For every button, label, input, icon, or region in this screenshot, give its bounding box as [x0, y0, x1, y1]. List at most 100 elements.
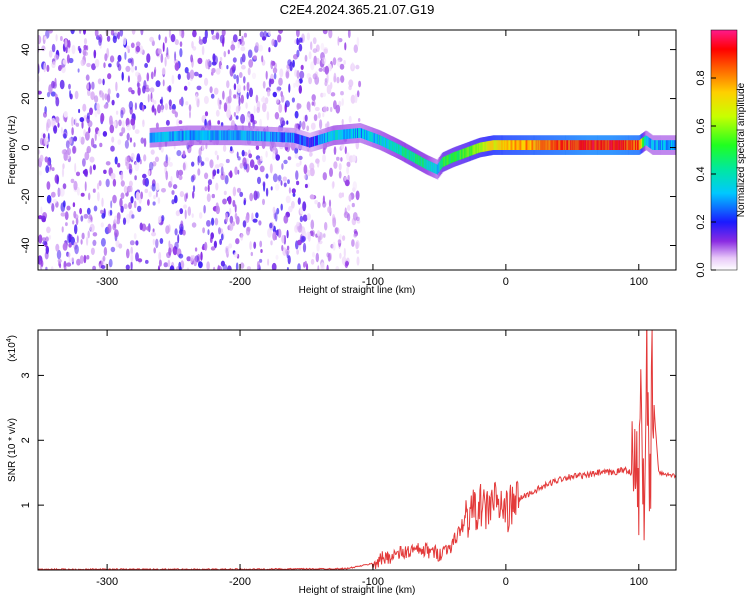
heatmap-noise-cell [269, 222, 273, 229]
heatmap-ridge-cell [588, 140, 590, 150]
heatmap-noise-cell [87, 218, 91, 224]
heatmap-ridge-cell [290, 132, 292, 143]
heatmap-noise-cell [214, 217, 219, 226]
heatmap-noise-cell [204, 241, 208, 251]
heatmap-noise-cell [207, 184, 210, 193]
heatmap-noise-cell [83, 254, 87, 264]
heatmap-ridge-cell [168, 131, 171, 142]
heatmap-ridge-cell [222, 130, 224, 141]
heatmap-noise-cell [243, 76, 246, 84]
heatmap-noise-cell [317, 201, 321, 209]
heatmap-noise-cell [84, 151, 90, 161]
heatmap-noise-cell [168, 99, 172, 107]
heatmap-noise-cell [205, 157, 209, 162]
heatmap-noise-cell [270, 78, 275, 85]
heatmap-noise-cell [203, 204, 206, 214]
heatmap-noise-cell [164, 56, 167, 67]
heatmap-noise-cell [270, 240, 273, 246]
heatmap-noise-cell [304, 183, 308, 189]
heatmap-noise-cell [43, 62, 46, 73]
heatmap-ridge-cell [516, 140, 519, 150]
heatmap-noise-cell [245, 113, 251, 123]
heatmap-ridge-cell [252, 131, 254, 141]
heatmap-noise-cell [245, 215, 250, 223]
heatmap-noise-cell [80, 192, 85, 197]
heatmap-noise-cell [236, 151, 239, 159]
heatmap-ridge-cell [223, 130, 225, 141]
heatmap-noise-cell [282, 247, 287, 256]
heatmap-ridge-cell [333, 130, 335, 141]
heatmap-noise-cell [210, 30, 215, 35]
heatmap-noise-cell [64, 211, 69, 221]
heatmap-noise-cell [153, 247, 156, 254]
heatmap-noise-cell [330, 92, 336, 97]
heatmap-noise-cell [42, 240, 48, 246]
heatmap-noise-cell [287, 59, 292, 66]
heatmap-ridge-cell [469, 146, 472, 156]
heatmap-ridge-cell [491, 140, 494, 151]
heatmap-noise-cell [129, 168, 132, 174]
heatmap-noise-cell [155, 191, 158, 198]
heatmap-noise-cell [204, 30, 208, 39]
heatmap-ridge-cell [569, 140, 571, 150]
heatmap-noise-cell [229, 88, 232, 98]
heatmap-ridge-cell [306, 136, 308, 147]
snr-x-tick-label: 100 [630, 576, 648, 588]
heatmap-noise-cell [78, 108, 81, 114]
heatmap-ridge-cell [372, 132, 374, 143]
heatmap-ridge-cell [300, 135, 302, 145]
heatmap-ridge-cell [442, 157, 445, 167]
heatmap-noise-cell [229, 67, 234, 77]
heatmap-noise-cell [151, 183, 156, 192]
heatmap-noise-cell [326, 73, 329, 84]
heatmap-noise-cell [274, 112, 280, 120]
heatmap-ridge-cell [543, 140, 545, 150]
heatmap-noise-cell [355, 190, 360, 201]
heatmap-noise-cell [44, 136, 49, 146]
heatmap-noise-cell [312, 73, 318, 80]
heatmap-ridge-cell [571, 140, 573, 150]
heatmap-noise-cell [134, 129, 140, 135]
heatmap-ridge-cell [238, 130, 240, 141]
heatmap-noise-cell [245, 102, 248, 109]
heatmap-noise-cell [115, 110, 119, 115]
heatmap-noise-cell [200, 251, 203, 261]
heatmap-noise-cell [275, 254, 279, 260]
heatmap-ridge-cell [366, 130, 368, 141]
heatmap-noise-cell [143, 137, 147, 148]
heatmap-noise-cell [202, 227, 206, 234]
heatmap-noise-cell [323, 105, 328, 113]
heatmap-noise-cell [75, 122, 80, 127]
heatmap-noise-cell [255, 94, 259, 104]
heatmap-ridge-cell [153, 132, 156, 143]
heatmap-noise-cell [133, 142, 136, 148]
heatmap-ridge-cell [379, 135, 382, 146]
heatmap-noise-cell [211, 193, 215, 199]
heatmap-ridge-cell [551, 140, 553, 150]
heatmap-ridge-cell [620, 140, 622, 150]
heatmap-noise-cell [273, 73, 277, 80]
heatmap-noise-cell [271, 262, 277, 270]
heatmap-ridge-cell [341, 129, 343, 140]
heatmap-ridge-cell [504, 140, 507, 150]
heatmap-ridge-cell [231, 130, 233, 141]
heatmap-noise-cell [179, 208, 184, 215]
heatmap-ridge-cell [334, 130, 336, 141]
heatmap-noise-cell [332, 217, 337, 228]
heatmap-ridge-cell [200, 130, 203, 141]
heatmap-noise-cell [111, 99, 115, 106]
heatmap-noise-cell [110, 145, 115, 152]
heatmap-noise-cell [46, 194, 52, 204]
heatmap-ridge-cell [539, 140, 541, 150]
heatmap-noise-cell [129, 185, 133, 193]
heatmap-noise-cell [171, 103, 176, 111]
heatmap-noise-cell [322, 112, 325, 118]
heatmap-noise-cell [326, 252, 330, 258]
heatmap-noise-cell [269, 163, 273, 174]
heatmap-noise-cell [292, 192, 296, 197]
heatmap-noise-cell [115, 81, 118, 92]
heatmap-noise-cell [65, 222, 68, 227]
heatmap-noise-cell [171, 199, 175, 205]
snr-x-tick-label: -100 [362, 576, 384, 588]
heatmap-ridge-cell [439, 160, 442, 171]
